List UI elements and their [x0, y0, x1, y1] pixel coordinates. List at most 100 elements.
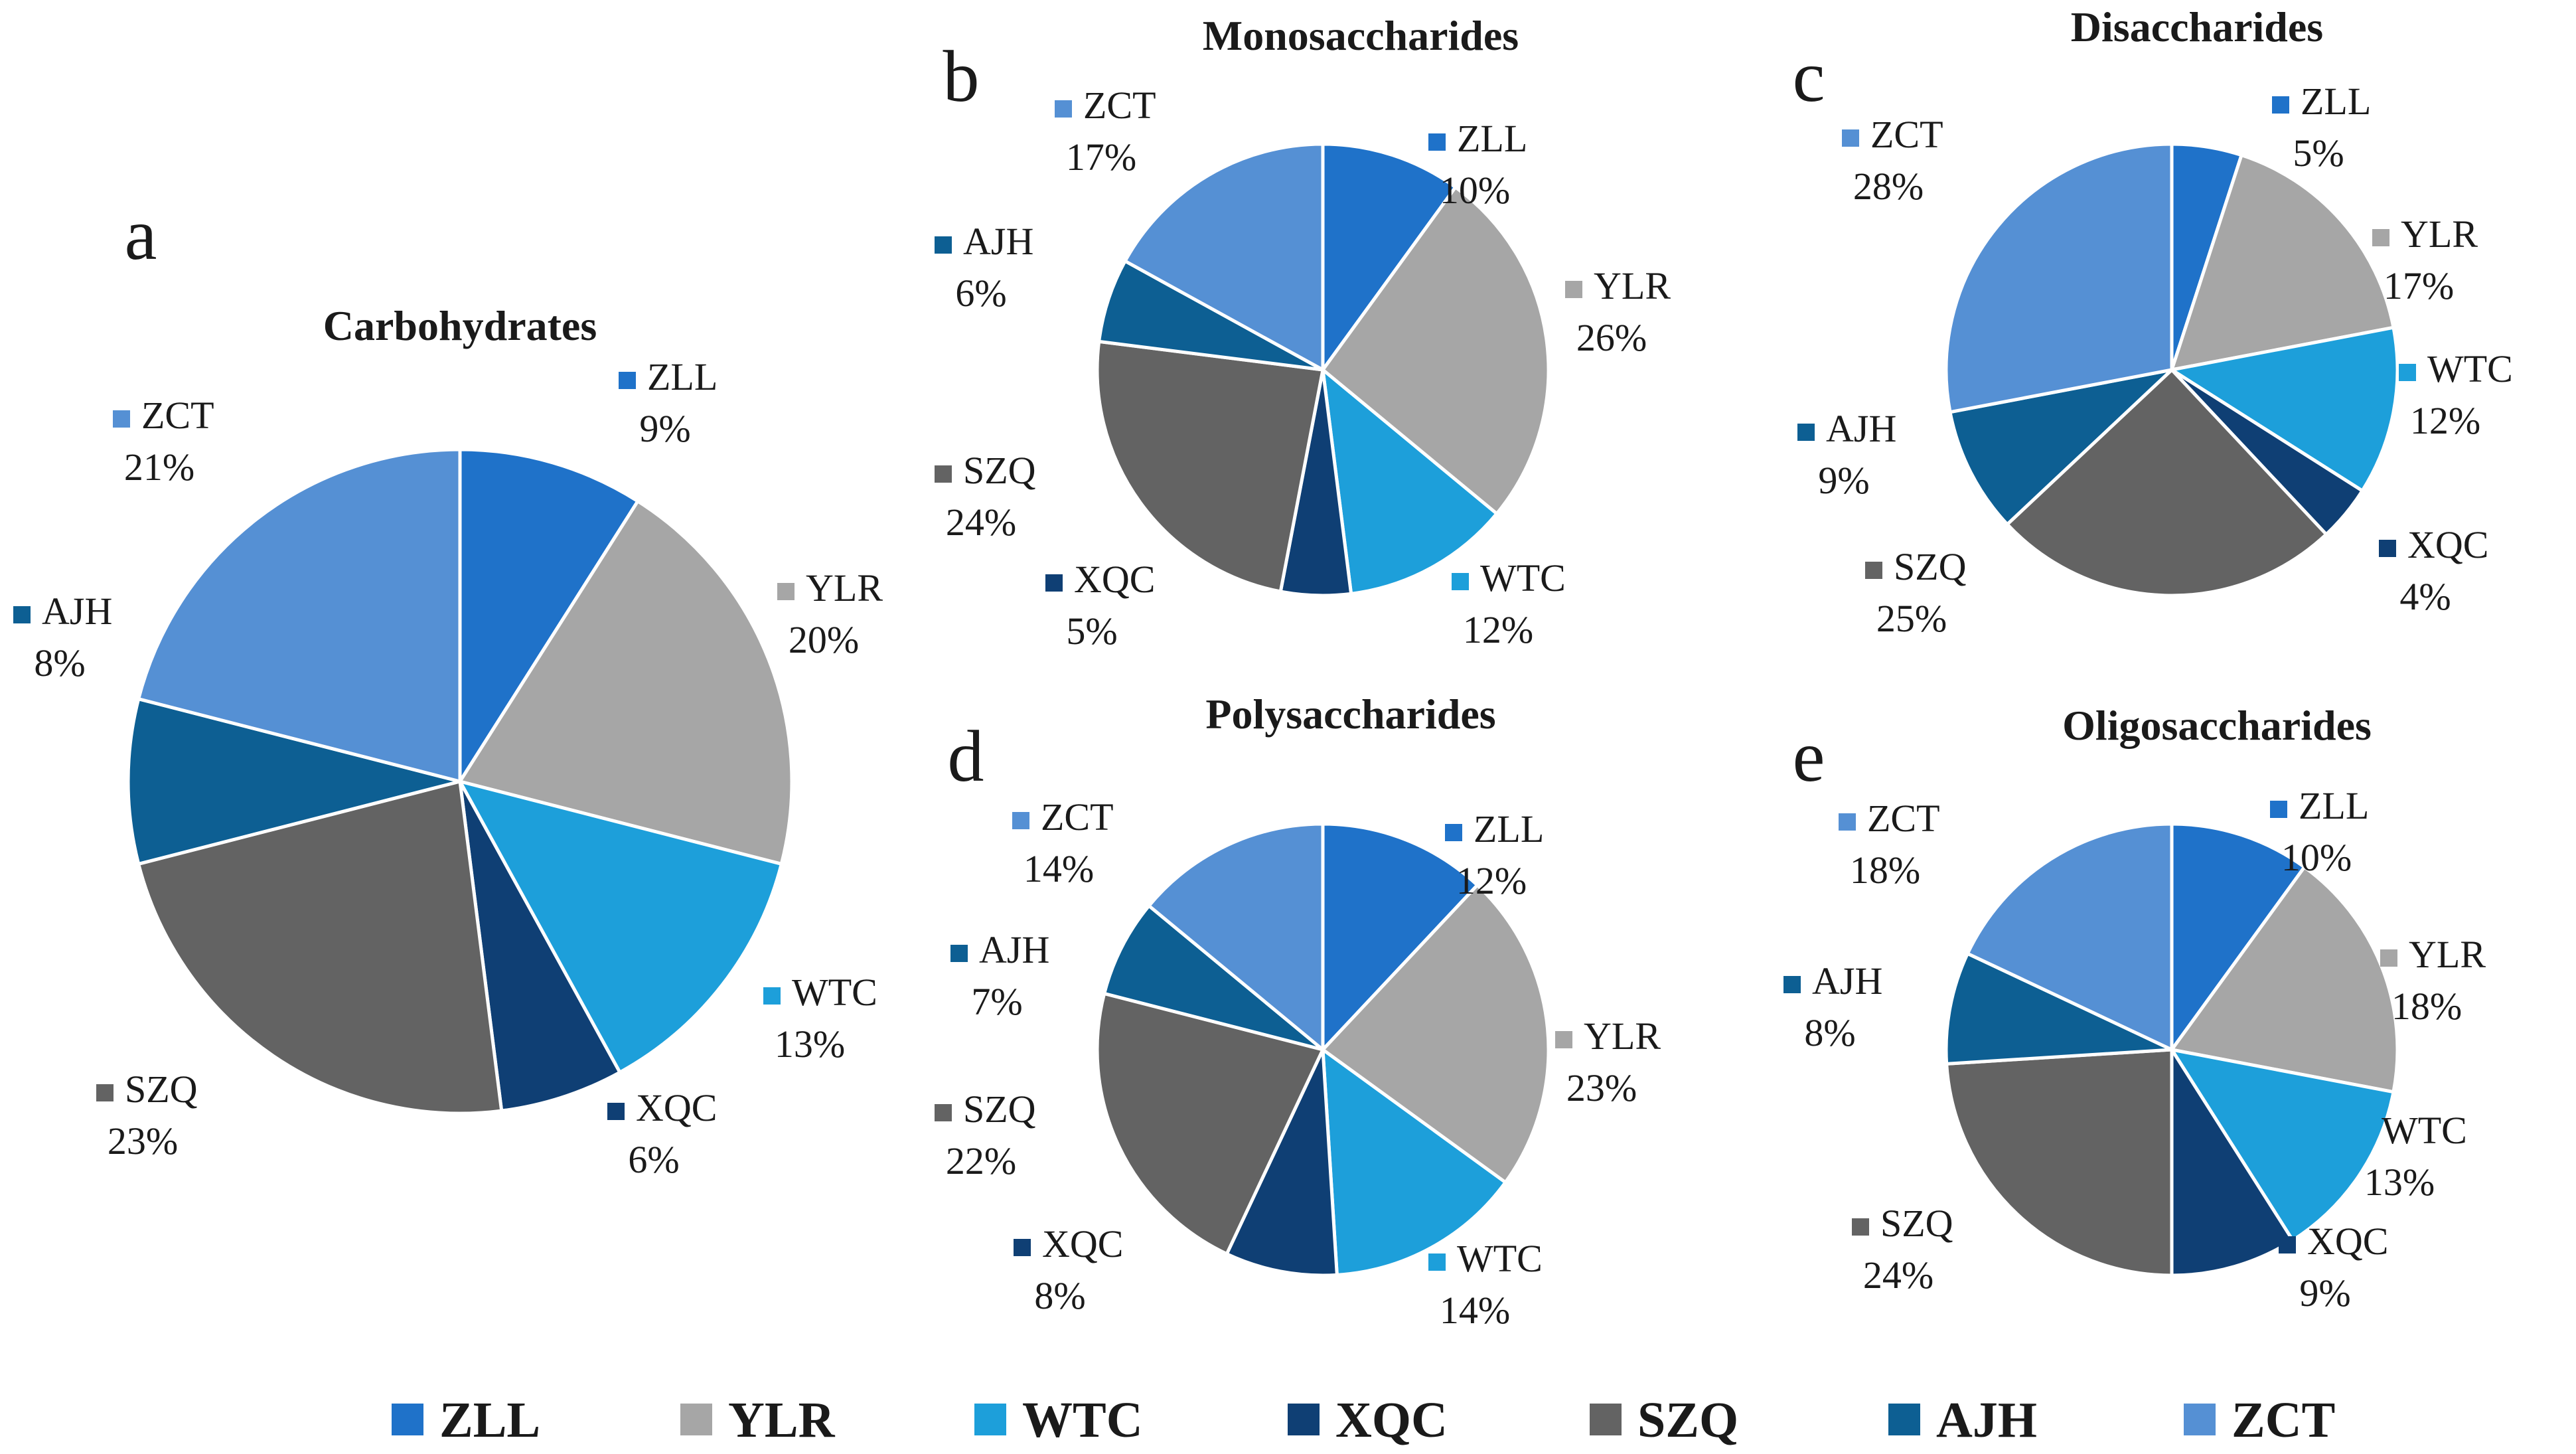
label-swatch [950, 945, 968, 962]
label-swatch [13, 606, 31, 623]
legend-item-ajh: AJH [1888, 1392, 2037, 1448]
label-name: WTC [792, 971, 877, 1014]
pie-slice-ylr [457, 499, 794, 866]
label-name: XQC [636, 1086, 717, 1129]
label-percent: 12% [1463, 608, 1533, 651]
data-label-zll: ZLL 10% [1428, 117, 1527, 212]
label-percent: 28% [1853, 165, 1924, 208]
label-name: SZQ [963, 449, 1036, 492]
label-swatch [2372, 229, 2389, 246]
pie-panels: a Carbohydrates ZLL 9% YLR 20% WTC 13% XQC 6% SZQ 2… [13, 3, 2513, 1332]
pie-slice-ajh [126, 696, 461, 866]
data-label-szq: SZQ 23% [96, 1068, 198, 1163]
legend-label: ZLL [439, 1392, 540, 1448]
legend-label: XQC [1335, 1392, 1448, 1448]
label-percent: 5% [2293, 131, 2344, 175]
label-percent: 26% [1576, 316, 1647, 359]
label-name: ZLL [2299, 784, 2369, 827]
label-swatch [96, 1084, 114, 1101]
data-label-wtc: WTC 13% [2353, 1109, 2467, 1204]
pie-slice-ylr [1320, 185, 1551, 517]
pie-panel-e: e Oligosaccharides ZLL 10% YLR 18% WTC 13% XQC 9%… [1783, 702, 2486, 1315]
data-label-ajh: AJH 6% [935, 220, 1033, 315]
pie-slice-ajh [1948, 366, 2177, 527]
label-swatch [2353, 1125, 2370, 1143]
data-label-ajh: AJH 9% [1797, 407, 1896, 502]
label-swatch [1445, 824, 1462, 841]
pie-slice-szq [1945, 1048, 2174, 1277]
label-swatch [113, 410, 130, 428]
label-swatch [2380, 949, 2397, 967]
label-swatch [935, 465, 952, 483]
label-percent: 8% [1034, 1274, 1085, 1317]
label-swatch [1842, 129, 1859, 147]
label-name: YLR [2401, 212, 2478, 256]
label-name: WTC [2427, 347, 2513, 390]
label-swatch [763, 987, 781, 1005]
label-name: XQC [2407, 523, 2488, 566]
label-percent: 18% [2391, 985, 2462, 1028]
label-percent: 10% [1440, 169, 1510, 212]
label-percent: 8% [1804, 1011, 1855, 1054]
chart-title: Polysaccharides [1205, 690, 1495, 738]
label-percent: 9% [1818, 459, 1869, 502]
pie-slice-zct [1944, 142, 2174, 414]
legend-item-ylr: YLR [680, 1392, 836, 1448]
data-label-ajh: AJH 8% [13, 590, 112, 685]
data-label-ylr: YLR 18% [2380, 933, 2486, 1028]
data-label-wtc: WTC 14% [1428, 1237, 1543, 1332]
data-label-szq: SZQ 24% [1852, 1202, 1953, 1297]
label-name: XQC [1074, 558, 1155, 601]
label-percent: 24% [946, 501, 1016, 544]
label-swatch [2379, 540, 2396, 557]
data-label-zct: ZCT 18% [1839, 797, 1940, 892]
label-swatch [1452, 573, 1469, 590]
legend-item-zct: ZCT [2184, 1392, 2335, 1448]
label-percent: 4% [2399, 575, 2451, 618]
label-swatch [1555, 1031, 1572, 1048]
data-label-zct: ZCT 28% [1842, 113, 1943, 208]
data-label-wtc: WTC 12% [2399, 347, 2513, 442]
legend-swatch [1888, 1404, 1920, 1435]
data-label-zct: ZCT 14% [1012, 795, 1114, 890]
label-name: YLR [1594, 264, 1671, 307]
pie-slice-szq [1095, 991, 1326, 1256]
pie-slice-wtc [2168, 1047, 2395, 1243]
label-percent: 18% [1850, 848, 1920, 892]
label-swatch [1865, 562, 1882, 579]
label-swatch [1012, 812, 1029, 829]
label-swatch [2272, 96, 2289, 114]
label-name: ZLL [2301, 80, 2371, 123]
label-percent: 17% [1066, 135, 1136, 179]
pie-slice-zct [1965, 822, 2174, 1052]
data-label-xqc: XQC 9% [2279, 1220, 2388, 1315]
pie-slice-ajh [1102, 903, 1324, 1052]
data-label-zct: ZCT 17% [1055, 84, 1156, 179]
label-percent: 12% [1456, 859, 1527, 902]
data-label-wtc: WTC 12% [1452, 556, 1566, 651]
chart-title: Monosaccharides [1203, 12, 1519, 59]
label-percent: 17% [2384, 264, 2454, 307]
label-percent: 25% [1876, 597, 1947, 640]
pie-slice-zct [136, 447, 462, 784]
data-label-ylr: YLR 23% [1555, 1014, 1661, 1109]
label-percent: 6% [628, 1138, 679, 1181]
legend-label: SZQ [1637, 1392, 1738, 1448]
label-percent: 9% [2299, 1271, 2350, 1315]
pie-panel-d: d Polysaccharides ZLL 12% YLR 23% WTC 14% XQC 8% S… [935, 690, 1661, 1332]
legend-swatch [974, 1404, 1006, 1435]
chart-title: Disaccharides [2071, 3, 2323, 50]
pie-slice-wtc [457, 779, 784, 1075]
label-name: AJH [1826, 407, 1896, 450]
pie-slice-szq [2005, 367, 2329, 598]
label-swatch [1045, 574, 1063, 592]
label-name: ZLL [1474, 807, 1544, 850]
legend: ZLL YLR WTC XQC SZQ AJH ZCT [392, 1392, 2335, 1448]
label-percent: 13% [775, 1022, 845, 1066]
pie-slice-zll [1321, 142, 1458, 375]
pie-slice-szq [1095, 339, 1325, 594]
label-swatch [1014, 1239, 1031, 1256]
legend-swatch [1288, 1404, 1320, 1435]
data-label-xqc: XQC 4% [2379, 523, 2488, 618]
legend-item-szq: SZQ [1590, 1392, 1738, 1448]
